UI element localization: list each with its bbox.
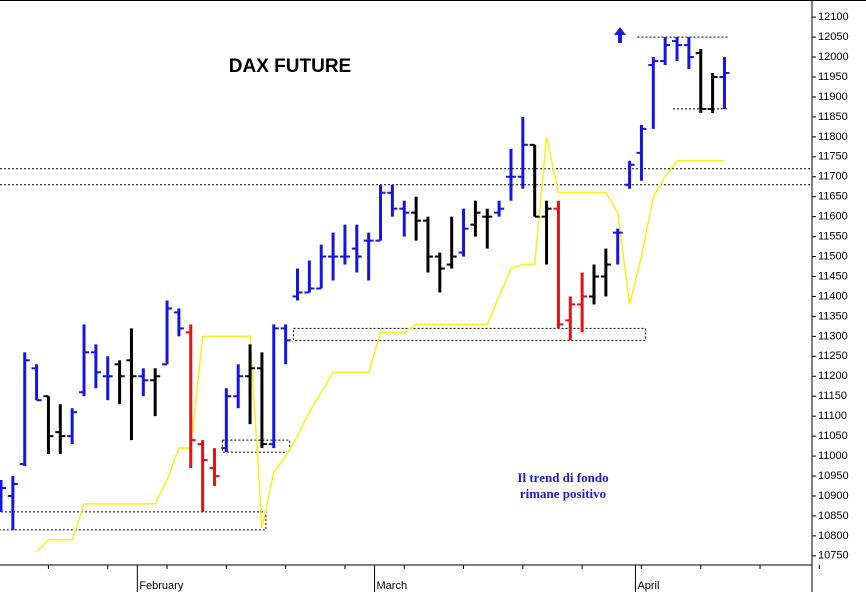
y-tick-label: 11750 — [818, 151, 848, 163]
y-tick-label: 12100 — [818, 11, 849, 23]
y-tick-label: 11000 — [818, 450, 848, 462]
y-tick-label: 11600 — [818, 211, 848, 223]
y-tick-label: 10800 — [818, 530, 849, 542]
y-tick-label: 11300 — [818, 330, 848, 342]
y-tick-label: 11400 — [818, 290, 848, 302]
annotation: rimane positivo — [520, 486, 606, 501]
y-tick-label: 11050 — [818, 430, 848, 442]
y-tick-label: 11800 — [818, 131, 848, 143]
y-tick-label: 10950 — [818, 470, 849, 482]
y-tick-label: 10750 — [818, 550, 849, 562]
arrow-icon — [614, 27, 626, 43]
annotation: Il trend di fondo — [517, 470, 608, 485]
y-tick-label: 11700 — [818, 171, 848, 183]
y-tick-label: 11100 — [818, 410, 847, 422]
y-tick-label: 11450 — [818, 270, 848, 282]
y-tick-label: 11550 — [818, 231, 848, 243]
range-box — [0, 511, 267, 531]
y-tick-label: 11500 — [818, 250, 848, 262]
range-box — [293, 327, 646, 341]
y-tick-label: 11950 — [818, 71, 848, 83]
y-tick-label: 11150 — [818, 390, 847, 402]
month-label: April — [637, 580, 659, 592]
chart-title: DAX FUTURE — [229, 56, 351, 77]
y-tick-label: 11250 — [818, 350, 848, 362]
y-tick-label: 12000 — [818, 51, 849, 63]
trend-line — [36, 136, 725, 553]
y-tick-label: 11350 — [818, 310, 848, 322]
y-tick-label: 10900 — [818, 490, 849, 502]
y-tick-label: 11200 — [818, 370, 848, 382]
y-tick-label: 10850 — [818, 510, 849, 522]
y-tick-label: 11850 — [818, 111, 848, 123]
y-tick-label: 11650 — [818, 191, 848, 203]
month-label: March — [377, 580, 408, 592]
y-tick-label: 11900 — [818, 91, 848, 103]
y-tick-label: 12050 — [818, 31, 849, 43]
plot-area: 212841118254111825181522 — [0, 36, 812, 565]
month-label: February — [139, 580, 184, 592]
